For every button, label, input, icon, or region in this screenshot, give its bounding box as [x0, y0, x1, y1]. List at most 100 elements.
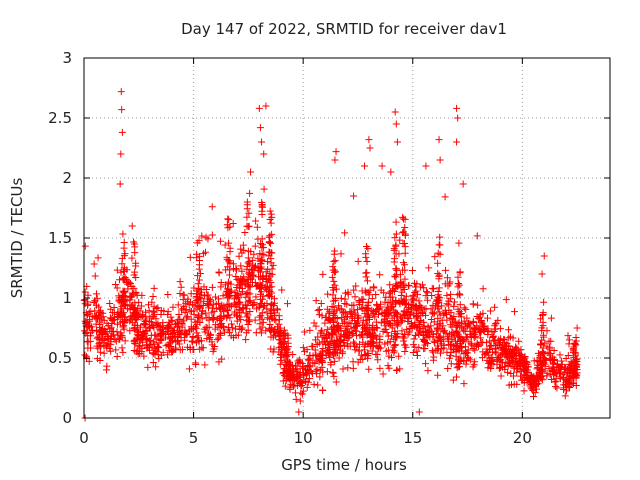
- data-point: [565, 336, 573, 344]
- data-point: [329, 283, 337, 291]
- data-point: [290, 366, 298, 374]
- data-point: [130, 284, 138, 292]
- data-point: [216, 330, 224, 338]
- data-point: [407, 308, 415, 316]
- data-point: [362, 253, 370, 261]
- data-point: [400, 228, 408, 236]
- data-point: [365, 136, 373, 144]
- data-point: [463, 314, 471, 322]
- data-point: [117, 88, 125, 96]
- data-point: [412, 302, 420, 310]
- data-point: [484, 331, 492, 339]
- data-point: [241, 228, 249, 236]
- data-point: [140, 352, 148, 360]
- data-point: [85, 323, 93, 331]
- data-point: [306, 351, 314, 359]
- data-point: [86, 307, 94, 315]
- data-point: [478, 320, 486, 328]
- data-point: [507, 370, 515, 378]
- data-point: [431, 253, 439, 261]
- data-point: [434, 249, 442, 257]
- data-point: [95, 303, 103, 311]
- data-point: [156, 323, 164, 331]
- data-point: [401, 348, 409, 356]
- data-point: [330, 258, 338, 266]
- data-point: [401, 249, 409, 257]
- data-point: [388, 332, 396, 340]
- data-point: [349, 358, 357, 366]
- data-point: [332, 331, 340, 339]
- data-point: [231, 295, 239, 303]
- data-point: [118, 260, 126, 268]
- data-point: [226, 289, 234, 297]
- data-point: [251, 242, 259, 250]
- data-point: [244, 298, 252, 306]
- data-point: [483, 314, 491, 322]
- data-point: [205, 304, 213, 312]
- data-point: [401, 331, 409, 339]
- data-point: [376, 338, 384, 346]
- data-point: [372, 323, 380, 331]
- data-point: [473, 322, 481, 330]
- data-point: [486, 342, 494, 350]
- data-point: [113, 320, 121, 328]
- data-point: [386, 338, 394, 346]
- data-point: [372, 290, 380, 298]
- data-point: [453, 104, 461, 112]
- data-point: [352, 282, 360, 290]
- data-point: [530, 383, 538, 391]
- data-point: [194, 332, 202, 340]
- data-point: [142, 316, 150, 324]
- data-point: [420, 318, 428, 326]
- data-point: [176, 290, 184, 298]
- data-point: [329, 297, 337, 305]
- data-point: [329, 291, 337, 299]
- data-point: [411, 319, 419, 327]
- data-point: [497, 372, 505, 380]
- data-point: [392, 265, 400, 273]
- data-point: [420, 322, 428, 330]
- data-point: [341, 327, 349, 335]
- data-point: [435, 284, 443, 292]
- data-point: [134, 350, 142, 358]
- data-point: [299, 390, 307, 398]
- data-point: [266, 270, 274, 278]
- data-point: [454, 114, 462, 122]
- data-point: [198, 337, 206, 345]
- data-point: [280, 326, 288, 334]
- data-point: [415, 297, 423, 305]
- data-point: [270, 306, 278, 314]
- data-point: [412, 313, 420, 321]
- data-point: [93, 315, 101, 323]
- data-point: [321, 341, 329, 349]
- data-point: [422, 360, 430, 368]
- data-point: [365, 365, 373, 373]
- data-point: [256, 320, 264, 328]
- data-point: [464, 319, 472, 327]
- data-point: [540, 298, 548, 306]
- data-point: [537, 372, 545, 380]
- data-point: [392, 250, 400, 258]
- data-point: [164, 290, 172, 298]
- data-point: [447, 309, 455, 317]
- data-point: [324, 347, 332, 355]
- data-point: [392, 230, 400, 238]
- data-point: [318, 312, 326, 320]
- data-point: [224, 215, 232, 223]
- data-point: [401, 275, 409, 283]
- data-point: [152, 363, 160, 371]
- data-point: [120, 276, 128, 284]
- data-point: [561, 392, 569, 400]
- data-point: [420, 345, 428, 353]
- data-point: [209, 315, 217, 323]
- data-point: [570, 367, 578, 375]
- data-point: [485, 359, 493, 367]
- data-point: [256, 264, 264, 272]
- data-point: [381, 298, 389, 306]
- data-point: [392, 298, 400, 306]
- data-point: [294, 357, 302, 365]
- data-point: [376, 271, 384, 279]
- data-point: [362, 317, 370, 325]
- data-point: [329, 369, 337, 377]
- data-point: [523, 358, 531, 366]
